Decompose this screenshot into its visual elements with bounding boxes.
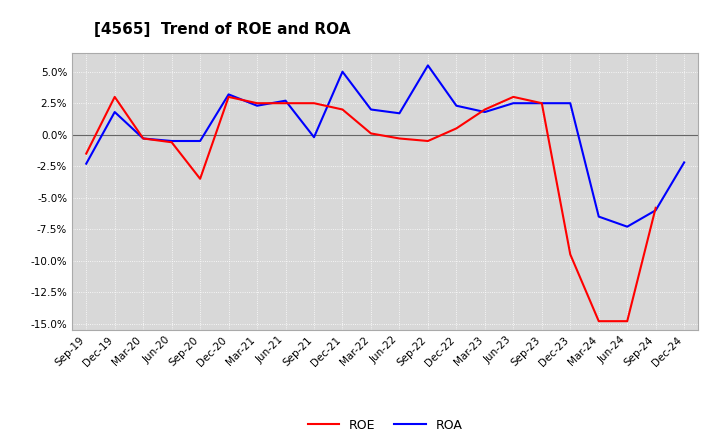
ROE <box>82 151 91 156</box>
ROE <box>537 101 546 106</box>
ROA <box>110 110 119 115</box>
ROA <box>82 161 91 166</box>
ROA <box>139 136 148 141</box>
ROE <box>452 126 461 131</box>
ROE <box>595 319 603 324</box>
ROA <box>196 138 204 143</box>
ROA <box>537 101 546 106</box>
ROE <box>623 319 631 324</box>
ROA <box>480 110 489 115</box>
ROE <box>366 131 375 136</box>
ROA <box>509 101 518 106</box>
ROE <box>310 101 318 106</box>
ROE <box>395 136 404 141</box>
ROE <box>253 101 261 106</box>
ROA <box>452 103 461 108</box>
ROE <box>110 94 119 99</box>
ROA <box>338 69 347 74</box>
Legend: ROE, ROA: ROE, ROA <box>303 414 467 437</box>
ROE <box>225 94 233 99</box>
ROA <box>366 107 375 112</box>
ROA <box>595 214 603 219</box>
ROE <box>480 107 489 112</box>
Text: [4565]  Trend of ROE and ROA: [4565] Trend of ROE and ROA <box>94 22 350 37</box>
ROE <box>167 139 176 145</box>
ROA <box>566 101 575 106</box>
ROA <box>680 160 688 165</box>
ROA <box>167 138 176 143</box>
ROE <box>566 252 575 257</box>
ROE <box>196 176 204 181</box>
ROE <box>338 107 347 112</box>
Line: ROE: ROE <box>86 97 656 321</box>
ROA <box>652 208 660 213</box>
ROA <box>225 92 233 97</box>
ROE <box>509 94 518 99</box>
ROE <box>282 101 290 106</box>
ROA <box>282 98 290 103</box>
ROE <box>423 138 432 143</box>
ROA <box>310 135 318 140</box>
ROA <box>623 224 631 229</box>
ROA <box>253 103 261 108</box>
ROE <box>652 205 660 210</box>
ROE <box>139 136 148 141</box>
ROA <box>395 110 404 116</box>
Line: ROA: ROA <box>86 66 684 227</box>
ROA <box>423 63 432 68</box>
